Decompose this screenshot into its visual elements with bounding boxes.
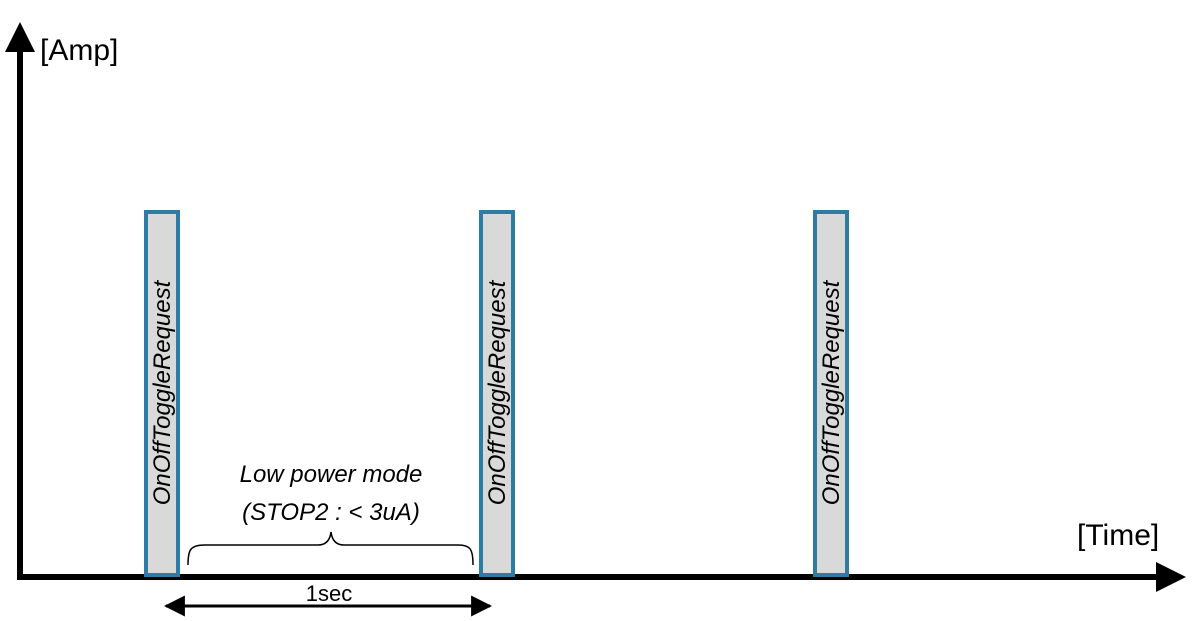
- interval-label: 1sec: [306, 581, 352, 606]
- pulse-bar: [813, 210, 849, 577]
- pulse-label: OnOffToggleRequest: [818, 279, 845, 505]
- x-axis-label: [Time]: [1077, 519, 1159, 552]
- low-power-mode-label: Low power mode: [240, 461, 423, 488]
- pulse-2: OnOffToggleRequest: [479, 210, 515, 577]
- pulse-1: OnOffToggleRequest: [144, 210, 180, 577]
- pulse-3: OnOffToggleRequest: [813, 210, 849, 577]
- y-axis-label: [Amp]: [40, 34, 118, 67]
- pulse-bar: [479, 210, 515, 577]
- low-power-current-label: (STOP2 : < 3uA): [242, 499, 420, 526]
- pulse-label: OnOffToggleRequest: [149, 279, 176, 505]
- pulse-bar: [144, 210, 180, 577]
- pulse-label: OnOffToggleRequest: [484, 279, 511, 505]
- low-power-brace: [187, 531, 474, 566]
